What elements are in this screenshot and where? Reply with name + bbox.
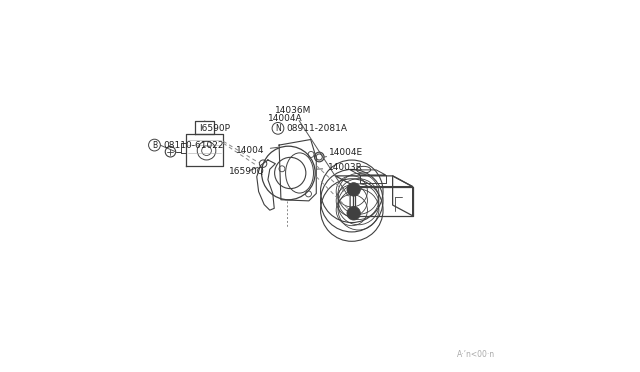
Text: B: B [152, 141, 157, 150]
Text: 14004A: 14004A [268, 114, 303, 123]
Circle shape [316, 154, 322, 160]
Text: 08110-61022: 08110-61022 [163, 141, 223, 150]
Text: A·’n<00·n: A·’n<00·n [457, 350, 495, 359]
Text: 14004: 14004 [236, 146, 278, 155]
Text: 16590Q: 16590Q [229, 167, 264, 176]
Circle shape [347, 183, 360, 196]
Text: 14003R: 14003R [316, 163, 363, 172]
Text: N: N [275, 124, 281, 133]
Text: 08911-2081A: 08911-2081A [287, 124, 348, 133]
Circle shape [347, 207, 360, 220]
Circle shape [314, 152, 324, 162]
Text: 14004E: 14004E [324, 148, 364, 157]
Text: l6590P: l6590P [199, 121, 230, 133]
Text: 14036M: 14036M [275, 106, 348, 196]
